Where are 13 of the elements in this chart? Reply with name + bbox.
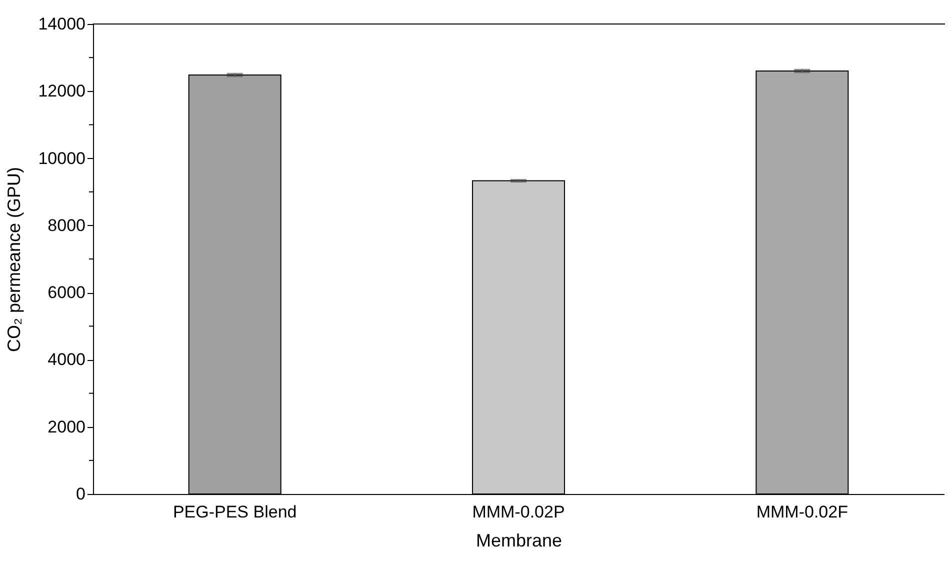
y-axis-title: CO₂ permeance (GPU) — [4, 166, 24, 352]
x-tick-label: MMM-0.02P — [472, 502, 565, 522]
y-tick-label: 6000 — [48, 283, 86, 302]
y-tick-label: 14000 — [38, 14, 86, 34]
x-tick-label: MMM-0.02F — [756, 502, 848, 522]
y-tick-label: 0 — [76, 484, 86, 504]
y-tick-label: 4000 — [48, 350, 86, 370]
y-tick-label: 10000 — [38, 148, 86, 168]
y-tick-label: 12000 — [38, 82, 86, 101]
x-tick-label: PEG-PES Blend — [172, 502, 297, 522]
x-axis-title: Membrane — [476, 530, 562, 550]
y-tick-label: 8000 — [48, 216, 86, 235]
y-tick-label: 2000 — [48, 417, 86, 436]
